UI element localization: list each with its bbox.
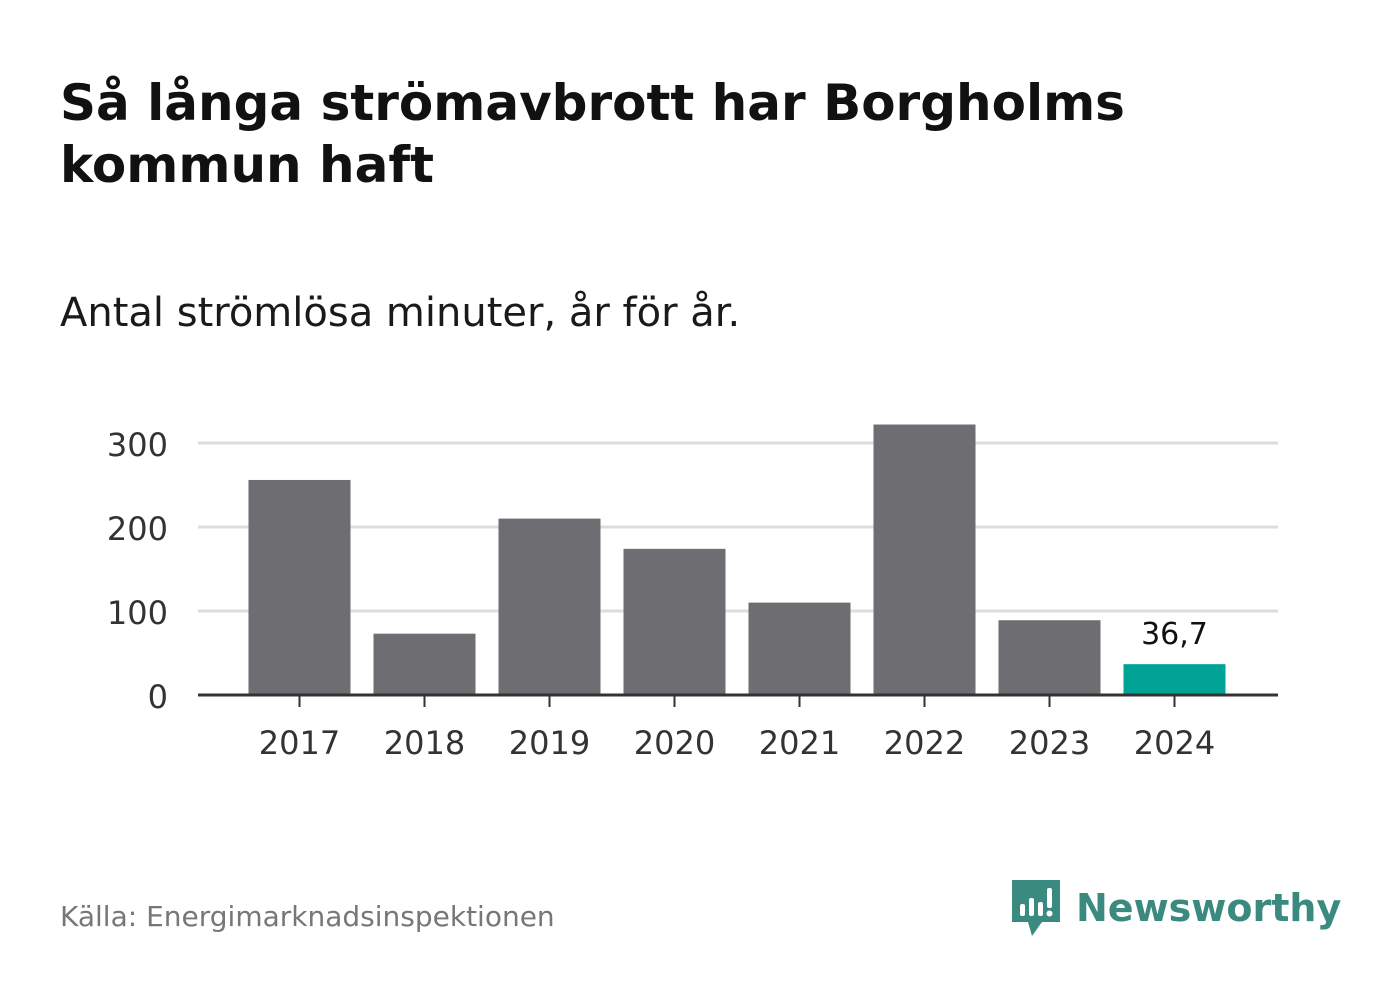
x-tick-label-2017: 2017 [259, 724, 340, 762]
data-label-2024: 36,7 [1141, 617, 1208, 652]
bar-2021 [748, 602, 851, 695]
x-axis [198, 693, 1278, 707]
x-tick-label-2024: 2024 [1134, 724, 1215, 762]
x-tick-label-2018: 2018 [384, 724, 465, 762]
bar-2024 [1123, 664, 1226, 695]
x-tick-label-2020: 2020 [634, 724, 715, 762]
newsworthy-brand: Newsworthy [1010, 878, 1341, 938]
x-tick-label-2022: 2022 [884, 724, 965, 762]
source-note: Källa: Energimarknadsinspektionen [60, 900, 555, 933]
y-tick-label-300: 300 [107, 426, 168, 464]
x-tick-label-2021: 2021 [759, 724, 840, 762]
newsworthy-logo-icon [1012, 880, 1060, 936]
chart-subtitle: Antal strömlösa minuter, år för år. [60, 290, 741, 336]
bar-2019 [498, 518, 601, 695]
bars [248, 424, 1226, 695]
bar-2018 [373, 633, 476, 695]
y-axis-ticks: 0 100 200 300 [107, 426, 168, 716]
data-labels: 36,7 [1141, 617, 1208, 652]
grid-lines [198, 441, 1278, 613]
bar-2023 [998, 620, 1101, 695]
bar-2017 [248, 479, 351, 695]
chart-title: Så långa strömavbrott har Borgholms komm… [60, 74, 1125, 194]
x-tick-label-2023: 2023 [1009, 724, 1090, 762]
y-tick-label-0: 0 [148, 678, 168, 716]
bar-2022 [873, 424, 976, 695]
x-axis-ticks: 2017 2018 2019 2020 2021 2022 2023 2024 [259, 724, 1215, 762]
x-tick-label-2019: 2019 [509, 724, 590, 762]
y-tick-label-200: 200 [107, 510, 168, 548]
bar-2020 [623, 548, 726, 695]
y-tick-label-100: 100 [107, 594, 168, 632]
brand-name: Newsworthy [1076, 886, 1342, 930]
